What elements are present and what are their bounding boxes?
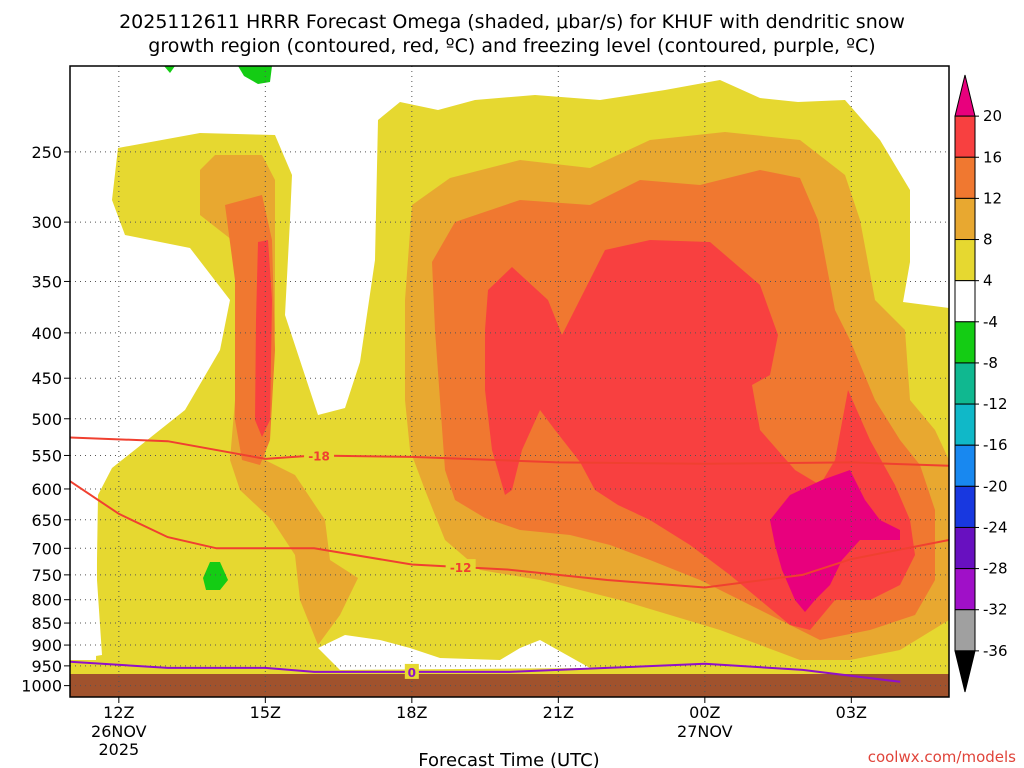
omega-shade-16 xyxy=(255,240,915,630)
y-tick-label: 350 xyxy=(31,272,62,291)
credit-text: coolwx.com/models xyxy=(868,748,1016,766)
x-tick-label: 00Z xyxy=(689,703,720,722)
y-axis: 250 300 350 400 450 500 550 600 650 700 750 800 850 9… xyxy=(21,143,70,696)
colorbar-label: -36 xyxy=(983,642,1008,660)
contour-label-bg xyxy=(445,559,476,575)
y-tick-label: 650 xyxy=(31,511,62,530)
colorbar-swatch xyxy=(954,321,976,364)
chart-title-line1: 2025112611 HRRR Forecast Omega (shaded, … xyxy=(119,11,905,33)
colorbar-label: -16 xyxy=(983,436,1008,454)
colorbar-label: -20 xyxy=(983,477,1008,495)
y-tick-label: 950 xyxy=(31,657,62,676)
colorbar-swatch xyxy=(954,156,976,199)
colorbar-label: -32 xyxy=(983,601,1008,619)
y-tick-label: 550 xyxy=(31,446,62,465)
colorbar: 20 16 12 8 4 -4 -8 -12 -16 -20 -24 -28 -32 -36 xyxy=(954,74,1008,693)
y-tick-label: 400 xyxy=(31,324,62,343)
colorbar-swatch xyxy=(954,239,976,282)
colorbar-swatch xyxy=(954,485,976,528)
omega-shading xyxy=(70,66,949,697)
y-tick-label: 800 xyxy=(31,591,62,610)
omega-cut-mid xyxy=(318,635,590,670)
x-axis-label: Forecast Time (UTC) xyxy=(418,750,599,768)
colorbar-label: -28 xyxy=(983,560,1008,578)
colorbar-label: 8 xyxy=(983,231,993,249)
colorbar-cap-bottom xyxy=(954,650,976,693)
colorbar-label: 20 xyxy=(983,107,1002,125)
y-tick-label: 700 xyxy=(31,539,62,558)
colorbar-label: 12 xyxy=(983,189,1002,207)
colorbar-swatch xyxy=(954,403,976,446)
colorbar-swatch xyxy=(954,197,976,241)
temperature-contours: -18 -12 0 xyxy=(70,436,949,683)
chart-title-line2: growth region (contoured, red, ºC) and f… xyxy=(148,35,875,57)
plot-area: -18 -12 0 xyxy=(69,65,950,698)
y-tick-label: 850 xyxy=(31,614,62,633)
contour-line--18 xyxy=(70,436,949,467)
colorbar-label: -12 xyxy=(983,395,1008,413)
y-tick-label: 750 xyxy=(31,566,62,585)
x-tick-date: 26NOV xyxy=(91,722,147,741)
contour-label-bg xyxy=(404,663,419,679)
colorbar-swatch xyxy=(954,115,976,158)
omega-shade-neg-top1 xyxy=(238,66,272,84)
colorbar-swatch xyxy=(954,568,976,611)
contour-label--18: -18 xyxy=(308,450,330,464)
colorbar-swatch xyxy=(954,526,976,570)
omega-shade-neg-top2 xyxy=(164,66,175,73)
colorbar-label: 16 xyxy=(983,148,1002,166)
omega-cut-left xyxy=(70,495,102,660)
x-tick-year: 2025 xyxy=(98,740,139,759)
colorbar-cap-top xyxy=(954,74,976,117)
colorbar-label: -4 xyxy=(983,313,998,331)
y-tick-label: 600 xyxy=(31,480,62,499)
colorbar-swatch xyxy=(954,280,976,323)
x-tick-label: 18Z xyxy=(396,703,427,722)
omega-shade-20 xyxy=(770,470,900,612)
x-tick-label: 12Z xyxy=(103,703,134,722)
grid-lines xyxy=(70,66,949,697)
y-tick-label: 500 xyxy=(31,410,62,429)
contour-label-bg xyxy=(304,447,335,463)
colorbar-swatch xyxy=(954,444,976,487)
y-tick-label: 1000 xyxy=(21,677,62,696)
y-tick-label: 450 xyxy=(31,369,62,388)
colorbar-label: 4 xyxy=(983,272,993,290)
plot-frame xyxy=(69,65,950,698)
x-tick-date: 27NOV xyxy=(677,722,733,741)
colorbar-label: -8 xyxy=(983,354,998,372)
omega-shade-neg-blob xyxy=(203,562,228,590)
y-tick-label: 900 xyxy=(31,636,62,655)
y-tick-label: 250 xyxy=(31,143,62,162)
colorbar-label: -24 xyxy=(983,518,1008,536)
contour-label--12: -12 xyxy=(450,561,472,575)
x-tick-label: 21Z xyxy=(543,703,574,722)
contour-label-0: 0 xyxy=(408,666,416,680)
colorbar-swatch xyxy=(954,609,976,652)
contour-line-0 xyxy=(70,660,901,683)
colorbar-swatch xyxy=(954,362,976,405)
ground-surface xyxy=(70,674,949,697)
y-tick-label: 300 xyxy=(31,213,62,232)
x-tick-label: 15Z xyxy=(250,703,281,722)
x-tick-label: 03Z xyxy=(836,703,867,722)
